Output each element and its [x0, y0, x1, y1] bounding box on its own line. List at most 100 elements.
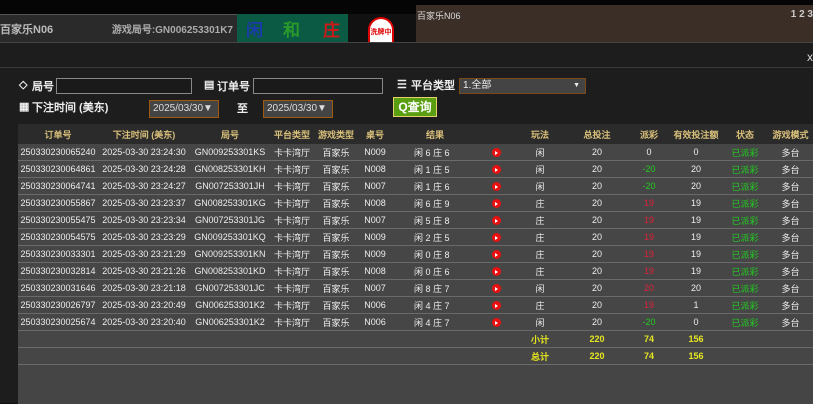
cell-table: N007 — [364, 215, 386, 225]
total-label: 总计 — [530, 351, 549, 362]
table-row[interactable]: 250330230032814 2025-03-30 23:21:26 GN0082… — [18, 263, 813, 280]
play-video-icon[interactable] — [491, 301, 501, 311]
cell-table: N008 — [364, 164, 386, 174]
column-header: 游戏模式 — [772, 129, 809, 140]
to-label: 至 — [237, 103, 248, 115]
cell-status: 已派彩 — [731, 300, 759, 311]
table-row[interactable]: 250330230055475 2025-03-30 23:23:34 GN0072… — [18, 212, 813, 229]
date-from-picker[interactable]: 2025/03/30▼ — [149, 100, 219, 118]
play-video-icon[interactable] — [491, 284, 501, 294]
cell-round: GN007253301JH — [195, 181, 265, 191]
table-row[interactable]: 250330230031646 2025-03-30 23:21:18 GN0072… — [18, 280, 813, 297]
round-number: 游戏局号:GN006253301K7 — [111, 25, 233, 36]
chevron-down-icon: ▼ — [573, 82, 580, 89]
bet-area-panel: 闲 和 庄 — [237, 14, 348, 42]
cell-mode: 多台 — [781, 300, 800, 311]
replay-cell — [478, 249, 514, 260]
query-button[interactable]: Q查询 — [393, 97, 437, 117]
cell-round: GN007253301JG — [194, 215, 266, 225]
order-label: 订单号 — [217, 81, 250, 93]
cell-play: 闲 — [535, 147, 545, 158]
platform-select[interactable]: 1.全部 ▼ — [459, 78, 586, 94]
replay-cell — [478, 266, 514, 277]
total-payout: 74 — [643, 351, 654, 361]
column-header: 平台类型 — [273, 129, 310, 140]
cell-platform: 卡卡湾厅 — [273, 249, 310, 260]
table-row[interactable]: 250330230064861 2025-03-30 23:24:28 GN0082… — [18, 161, 813, 178]
bet-player[interactable]: 闲 — [246, 21, 263, 40]
close-button[interactable]: x — [807, 50, 813, 64]
column-header: 结果 — [425, 129, 444, 140]
column-header: 桌号 — [365, 129, 384, 140]
cell-round: GN008253301KD — [194, 266, 266, 276]
replay-cell — [478, 181, 514, 192]
play-video-icon[interactable] — [491, 250, 501, 260]
order-input[interactable] — [253, 78, 383, 94]
platform-value: 1.全部 — [463, 80, 492, 91]
cell-payout: -20 — [642, 317, 656, 327]
cell-valid: 20 — [690, 283, 701, 293]
platform-label: 平台类型 — [411, 80, 455, 92]
cell-time: 2025-03-30 23:23:29 — [102, 232, 186, 242]
cell-table: N009 — [364, 232, 386, 242]
cell-time: 2025-03-30 23:21:29 — [102, 249, 186, 259]
play-video-icon[interactable] — [491, 318, 501, 328]
column-header: 游戏类型 — [317, 129, 354, 140]
play-video-icon[interactable] — [491, 267, 501, 277]
cell-status: 已派彩 — [731, 164, 759, 175]
cell-play: 庄 — [535, 249, 545, 260]
cell-time: 2025-03-30 23:23:34 — [102, 215, 186, 225]
cell-round: GN006253301K2 — [195, 300, 265, 310]
video-preview[interactable]: 百家乐N06 1 2 3 — [416, 5, 813, 42]
cell-payout: 19 — [643, 198, 654, 208]
table-row[interactable]: 250330230054575 2025-03-30 23:23:29 GN0092… — [18, 229, 813, 246]
table-row[interactable]: 250330230033301 2025-03-30 23:21:29 GN0092… — [18, 246, 813, 263]
cell-valid: 19 — [690, 198, 701, 208]
cell-table: N007 — [364, 283, 386, 293]
divider — [0, 67, 813, 68]
play-video-icon[interactable] — [491, 233, 501, 243]
cell-order: 250330230025674 — [20, 317, 96, 327]
table-row[interactable]: 250330230055867 2025-03-30 23:23:37 GN0082… — [18, 195, 813, 212]
cell-play: 庄 — [535, 300, 545, 311]
cell-round: GN007253301JC — [195, 283, 265, 293]
cell-time: 2025-03-30 23:20:40 — [102, 317, 186, 327]
cell-bet: 20 — [591, 215, 602, 225]
cell-play: 庄 — [535, 232, 545, 243]
cell-play: 闲 — [535, 283, 545, 294]
play-video-icon[interactable] — [491, 182, 501, 192]
list-icon: ☰ — [397, 79, 407, 91]
replay-cell — [478, 232, 514, 243]
cell-platform: 卡卡湾厅 — [273, 300, 310, 311]
table-row[interactable]: 250330230026797 2025-03-30 23:20:49 GN0062… — [18, 297, 813, 314]
cell-play: 庄 — [535, 266, 545, 277]
bet-banker[interactable]: 庄 — [323, 21, 340, 40]
cell-mode: 多台 — [781, 215, 800, 226]
play-video-icon[interactable] — [491, 216, 501, 226]
cell-result: 闲 1 庄 6 — [414, 181, 450, 192]
cell-time: 2025-03-30 23:24:28 — [102, 164, 186, 174]
cell-time: 2025-03-30 23:20:49 — [102, 300, 186, 310]
cell-game: 百家乐 — [322, 181, 350, 192]
cell-status: 已派彩 — [731, 198, 759, 209]
cell-platform: 卡卡湾厅 — [273, 181, 310, 192]
play-video-icon[interactable] — [491, 148, 501, 158]
play-video-icon[interactable] — [491, 165, 501, 175]
table-row[interactable]: 250330230065240 2025-03-30 23:24:30 GN0092… — [18, 144, 813, 161]
column-header: 派彩 — [639, 129, 658, 140]
cell-order: 250330230032814 — [20, 266, 96, 276]
column-header: 局号 — [220, 129, 239, 140]
cell-valid: 19 — [690, 232, 701, 242]
table-row[interactable]: 250330230064741 2025-03-30 23:24:27 GN0072… — [18, 178, 813, 195]
cell-table: N008 — [364, 198, 386, 208]
round-input[interactable] — [56, 78, 192, 94]
bet-tie[interactable]: 和 — [283, 21, 300, 40]
cell-bet: 20 — [591, 266, 602, 276]
play-video-icon[interactable] — [491, 199, 501, 209]
subtotal-row: 小计 220 74 156 — [18, 331, 813, 348]
date-to-picker[interactable]: 2025/03/30▼ — [263, 100, 333, 118]
cell-platform: 卡卡湾厅 — [273, 147, 310, 158]
cell-payout: 19 — [643, 300, 654, 310]
cell-status: 已派彩 — [731, 181, 759, 192]
table-row[interactable]: 250330230025674 2025-03-30 23:20:40 GN0062… — [18, 314, 813, 331]
